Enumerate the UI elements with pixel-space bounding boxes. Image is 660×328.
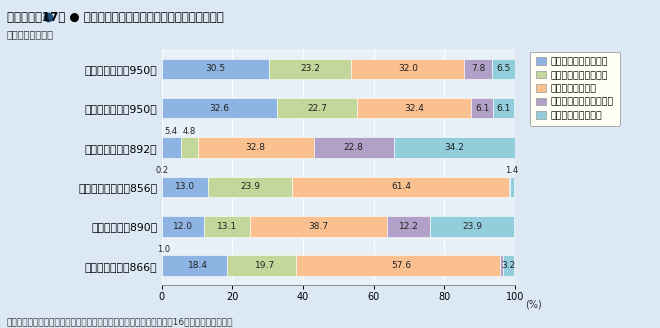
Text: 38.7: 38.7 xyxy=(309,222,329,231)
Text: 32.4: 32.4 xyxy=(404,104,424,113)
Bar xyxy=(162,59,269,79)
Bar xyxy=(510,177,514,197)
Bar xyxy=(269,59,351,79)
Text: 12.0: 12.0 xyxy=(173,222,193,231)
Bar xyxy=(351,59,464,79)
Text: 0.2: 0.2 xyxy=(156,166,168,175)
Text: 6.1: 6.1 xyxy=(496,104,511,113)
Text: （　）：対象社数: （ ）：対象社数 xyxy=(7,30,53,39)
Bar xyxy=(464,59,492,79)
Text: 第１－序－17図 ● 民間企業における学位別等研究者の採用実績: 第１－序－17図 ● 民間企業における学位別等研究者の採用実績 xyxy=(7,11,223,24)
Text: 1.0: 1.0 xyxy=(157,245,170,254)
Text: 32.6: 32.6 xyxy=(209,104,229,113)
Bar xyxy=(471,98,493,118)
Text: 34.2: 34.2 xyxy=(444,143,465,152)
Text: （備考）文部科学省「民間企業の研究活動に関する調査報告」（平成16年９月）より作成。: （備考）文部科学省「民間企業の研究活動に関する調査報告」（平成16年９月）より作… xyxy=(7,318,233,326)
Bar xyxy=(430,216,514,236)
Bar xyxy=(204,216,250,236)
Bar xyxy=(493,98,514,118)
Bar xyxy=(162,216,204,236)
Bar xyxy=(509,177,510,197)
Bar xyxy=(314,137,394,158)
Bar xyxy=(250,216,387,236)
Text: 1.4: 1.4 xyxy=(506,166,519,175)
Bar xyxy=(226,256,296,276)
Legend: 毎年必ず採用している, ほぼ毎年採用している, 採用する年もある, ほとんど採用していない, 全く採用していない: 毎年必ず採用している, ほぼ毎年採用している, 採用する年もある, ほとんど採用… xyxy=(530,51,620,126)
Text: 32.8: 32.8 xyxy=(246,143,265,152)
Text: 32.0: 32.0 xyxy=(398,64,418,73)
Bar xyxy=(162,177,208,197)
Text: 7.8: 7.8 xyxy=(471,64,485,73)
Text: 18.4: 18.4 xyxy=(187,261,208,270)
Bar xyxy=(503,256,514,276)
Text: 23.9: 23.9 xyxy=(240,182,261,192)
Text: 6.5: 6.5 xyxy=(496,64,511,73)
Bar xyxy=(492,59,515,79)
Bar xyxy=(277,98,357,118)
Text: 3.2: 3.2 xyxy=(502,261,516,270)
Bar xyxy=(162,256,226,276)
Bar xyxy=(296,256,500,276)
Bar xyxy=(357,98,471,118)
Text: 23.2: 23.2 xyxy=(300,64,320,73)
Text: 61.4: 61.4 xyxy=(391,182,411,192)
Text: 12.2: 12.2 xyxy=(399,222,418,231)
Bar xyxy=(208,177,292,197)
Bar xyxy=(387,216,430,236)
Text: 23.9: 23.9 xyxy=(462,222,482,231)
Bar xyxy=(162,137,181,158)
Text: 57.6: 57.6 xyxy=(391,261,412,270)
Text: 6.1: 6.1 xyxy=(475,104,489,113)
Bar xyxy=(394,137,515,158)
Text: 30.5: 30.5 xyxy=(205,64,226,73)
Bar xyxy=(181,137,198,158)
Text: 4.8: 4.8 xyxy=(183,127,196,136)
Text: 5.4: 5.4 xyxy=(165,127,178,136)
Text: 13.0: 13.0 xyxy=(176,182,195,192)
Text: (%): (%) xyxy=(525,299,542,309)
Bar xyxy=(500,256,503,276)
Text: 22.8: 22.8 xyxy=(344,143,364,152)
Bar xyxy=(292,177,509,197)
Bar xyxy=(162,98,277,118)
Bar xyxy=(198,137,314,158)
Text: 19.7: 19.7 xyxy=(255,261,275,270)
Text: 22.7: 22.7 xyxy=(307,104,327,113)
Text: 13.1: 13.1 xyxy=(217,222,237,231)
